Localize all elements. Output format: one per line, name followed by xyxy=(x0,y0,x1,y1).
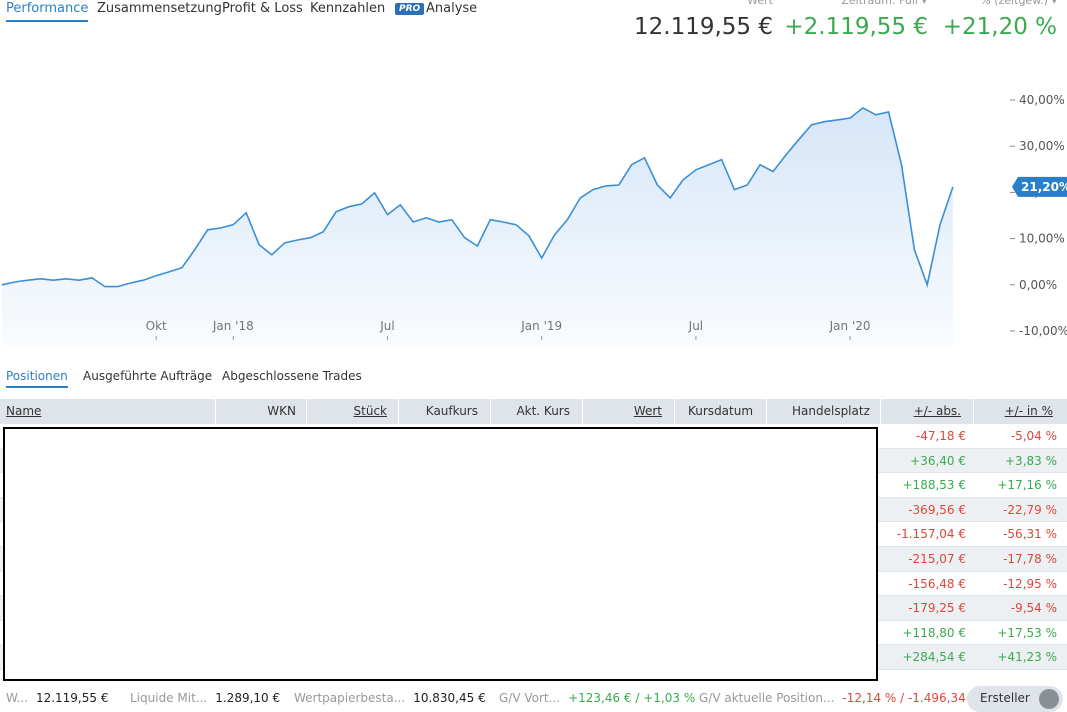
footer-label: G/V aktuelle Position... xyxy=(699,691,835,705)
redaction-box xyxy=(3,427,878,681)
y-tick-label: 10,00% xyxy=(1019,232,1065,246)
column-separator xyxy=(582,399,583,424)
stat-value: +21,20 % xyxy=(942,14,1057,40)
stat-label: Wert xyxy=(747,0,773,7)
footer-label: Wertpapierbesta... xyxy=(294,691,406,705)
column-separator xyxy=(766,399,767,424)
column-header: WKN xyxy=(267,404,296,418)
footer-value: 12.119,55 € xyxy=(35,691,109,705)
column-separator xyxy=(398,399,399,424)
cell: -47,18 € xyxy=(915,429,966,443)
chart: -10,00%0,00%10,00%20,00%30,00%40,00%OktJ… xyxy=(1,93,1067,346)
column-header: Kaufkurs xyxy=(425,404,478,418)
cell: -369,56 € xyxy=(908,502,966,517)
button[interactable]: Ersteller xyxy=(967,686,1063,712)
column-header: Kursdatum xyxy=(688,404,754,418)
footer-item: G/V aktuelle Position... -12,14 % / -1.49… xyxy=(699,691,977,705)
avatar xyxy=(1039,689,1059,709)
value-badge-label: 21,20% xyxy=(1021,180,1067,194)
button-label: Ersteller xyxy=(980,691,1030,705)
column-header[interactable]: +/- in % xyxy=(1004,404,1053,418)
stat-value: 12.119,55 € xyxy=(634,14,773,40)
cell: -156,48 € xyxy=(908,576,966,591)
stat-value: +2.119,55 € xyxy=(784,14,928,40)
cell: -56,31 % xyxy=(1003,527,1057,542)
cell: +17,16 % xyxy=(997,478,1057,493)
column-separator xyxy=(215,399,216,424)
column-header: Akt. Kurs xyxy=(516,404,570,418)
y-tick-label: 0,00% xyxy=(1019,278,1057,292)
column-separator xyxy=(674,399,675,424)
cell: -17,78 % xyxy=(1003,552,1057,566)
tab[interactable]: Profit & Loss xyxy=(222,1,303,16)
area xyxy=(2,107,953,346)
pro-badge: PRO xyxy=(395,3,425,15)
column-header[interactable]: +/- abs. xyxy=(913,404,961,418)
cell: +118,80 € xyxy=(902,625,967,640)
footer-value: 10.830,45 € xyxy=(413,691,486,705)
cell: -12,95 % xyxy=(1003,576,1057,591)
column-header[interactable]: Stück xyxy=(353,404,387,418)
footer-item: Liquide Mit... 1.289,10 € xyxy=(130,691,280,705)
footer-item: G/V Vort... +123,46 € / +1,03 % xyxy=(499,691,695,705)
stat-label[interactable]: % (zeitgew.) ▾ xyxy=(980,0,1057,7)
column-header: Handelsplatz xyxy=(792,404,870,418)
value-badge xyxy=(1012,176,1067,197)
cell: -22,79 % xyxy=(1003,502,1057,517)
cell: +3,83 % xyxy=(1005,453,1057,468)
y-tick-label: 40,00% xyxy=(1019,93,1065,107)
sub-tab[interactable]: Abgeschlossene Trades xyxy=(222,369,362,383)
line xyxy=(1,106,954,288)
y-tick-label: 30,00% xyxy=(1019,139,1065,153)
column-separator xyxy=(880,399,881,424)
tab[interactable]: Zusammensetzung xyxy=(97,1,222,16)
cell: +284,54 € xyxy=(902,650,967,665)
cell: -5,04 % xyxy=(1010,429,1057,443)
footer-label: G/V Vort... xyxy=(499,691,561,705)
column-header[interactable]: Wert xyxy=(633,404,662,418)
column-header[interactable]: Name xyxy=(6,404,42,418)
cell: +36,40 € xyxy=(910,453,966,468)
footer-item: W... 12.119,55 € xyxy=(6,691,108,705)
cell: -1.157,04 € xyxy=(896,527,966,542)
cell: +41,23 % xyxy=(997,650,1057,665)
table-header xyxy=(0,399,1067,424)
stat-label[interactable]: Zeitraum: Full ▾ xyxy=(841,0,927,7)
tab[interactable]: Kennzahlen xyxy=(310,1,386,16)
cell: -179,25 € xyxy=(908,601,966,616)
cell: +17,53 % xyxy=(997,625,1057,640)
tab[interactable]: Performance xyxy=(6,1,89,22)
column-separator xyxy=(306,399,307,424)
y-tick-label: -10,00% xyxy=(1019,324,1067,338)
column-separator xyxy=(490,399,491,424)
cell: -9,54 % xyxy=(1010,601,1057,616)
footer-label: W... xyxy=(6,691,28,705)
footer-label: Liquide Mit... xyxy=(130,691,208,705)
footer-value: +123,46 € / +1,03 % xyxy=(568,691,696,705)
column-separator xyxy=(973,399,974,424)
tab[interactable]: Analyse xyxy=(426,1,478,16)
cell: -215,07 € xyxy=(908,552,966,566)
footer-value: 1.289,10 € xyxy=(215,691,281,705)
footer-value: -12,14 % / -1.496,34 € xyxy=(842,691,978,705)
sub-tab[interactable]: Ausgeführte Aufträge xyxy=(83,369,213,383)
footer-item: Wertpapierbesta... 10.830,45 € xyxy=(294,691,486,705)
sub-tab[interactable]: Positionen xyxy=(6,369,68,388)
cell: +188,53 € xyxy=(902,478,967,493)
